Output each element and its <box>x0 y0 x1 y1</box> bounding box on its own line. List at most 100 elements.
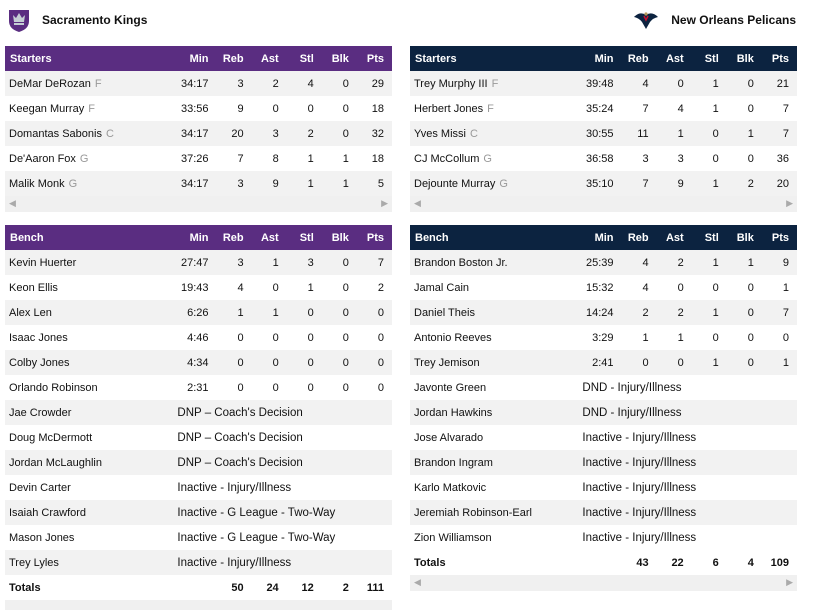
col-ast: Ast <box>251 225 287 250</box>
player-name-link[interactable]: Jeremiah Robinson-Earl <box>414 506 532 519</box>
player-name-link[interactable]: Brandon Boston Jr. <box>414 256 508 269</box>
player-name-link[interactable]: Antonio Reeves <box>414 331 492 344</box>
stat-stl: 0 <box>307 331 314 344</box>
player-status-note: Inactive - Injury/Illness <box>582 531 697 544</box>
player-position: G <box>483 152 492 165</box>
stat-pts: 1 <box>761 350 797 375</box>
player-name-cell: Orlando Robinson <box>5 375 173 400</box>
player-position: G <box>79 152 89 165</box>
stat-pts: 20 <box>761 171 797 196</box>
player-position: C <box>105 127 114 140</box>
player-name-link[interactable]: Mason Jones <box>9 531 75 544</box>
player-name-link[interactable]: Colby Jones <box>9 356 70 369</box>
player-status-note: DND - Injury/Illness <box>578 400 797 425</box>
player-name-link[interactable]: Jordan McLaughlin <box>9 456 102 469</box>
stat-stl: 1 <box>691 171 727 196</box>
scroll-left-icon[interactable]: ◀ <box>414 577 421 587</box>
scroll-right-icon[interactable]: ▶ <box>381 198 388 208</box>
player-name-link[interactable]: Isaac Jones <box>9 331 68 344</box>
player-name-link[interactable]: CJ McCollum <box>414 152 480 165</box>
stat-ast: 9 <box>656 171 692 196</box>
player-name-link[interactable]: Isaiah Crawford <box>9 506 87 519</box>
totals-blk: 4 <box>747 556 754 569</box>
stat-blk: 0 <box>321 300 357 325</box>
player-name-cell: Herbert Jones F <box>410 96 578 121</box>
stat-stl: 0 <box>286 350 322 375</box>
player-name-cell: Jordan Hawkins <box>410 400 579 425</box>
starters-heading: Starters <box>410 46 579 71</box>
kings-bench-panel: Bench Min Reb Ast Stl Blk Pts Kevin Huer… <box>5 225 392 610</box>
pelicans-starters-scrollbar[interactable]: ◀ ▶ <box>410 196 797 212</box>
stat-blk: 0 <box>726 71 762 96</box>
player-name-link[interactable]: Malik Monk <box>9 177 65 190</box>
player-name-link[interactable]: Trey Lyles <box>9 556 59 569</box>
player-name-link[interactable]: Brandon Ingram <box>414 456 493 469</box>
stat-reb: 0 <box>237 381 244 394</box>
player-name-link[interactable]: Alex Len <box>9 306 52 319</box>
player-name-link[interactable]: Keegan Murray <box>9 102 85 115</box>
player-name-link[interactable]: Javonte Green <box>414 381 487 394</box>
player-name-link[interactable]: Devin Carter <box>9 481 71 494</box>
kings-team-header: Sacramento Kings <box>6 6 147 34</box>
player-name-cell: De'Aaron Fox G <box>5 146 173 171</box>
stat-pts: 18 <box>371 152 384 165</box>
stat-blk: 1 <box>321 171 357 196</box>
player-name-link[interactable]: Herbert Jones <box>414 102 484 115</box>
player-name-cell: CJ McCollum G <box>410 146 578 171</box>
col-blk: Blk <box>726 46 762 71</box>
scroll-left-icon[interactable]: ◀ <box>414 198 421 208</box>
player-name-link[interactable]: Domantas Sabonis <box>9 127 102 140</box>
stat-blk: 0 <box>321 71 357 96</box>
player-row: Jeremiah Robinson-Earl Inactive - Injury/… <box>410 500 797 525</box>
player-name-link[interactable]: Karlo Matkovic <box>414 481 487 494</box>
player-row: Karlo Matkovic Inactive - Injury/Illness <box>410 475 797 500</box>
player-name-link[interactable]: Orlando Robinson <box>9 381 98 394</box>
player-name-link[interactable]: Jae Crowder <box>9 406 72 419</box>
player-row: Keegan Murray F 33:56 9 0 0 0 18 <box>5 96 392 121</box>
player-position: G <box>68 177 78 190</box>
scroll-right-icon[interactable]: ▶ <box>786 198 793 208</box>
player-name-link[interactable]: Jamal Cain <box>414 281 470 294</box>
player-name-link[interactable]: Yves Missi <box>414 127 466 140</box>
stat-min: 4:46 <box>187 331 209 344</box>
totals-reb: 50 <box>231 581 244 594</box>
scroll-right-icon[interactable]: ▶ <box>786 577 793 587</box>
player-name-link[interactable]: Jordan Hawkins <box>414 406 493 419</box>
stat-min: 33:56 <box>181 102 209 115</box>
stat-stl: 1 <box>307 281 314 294</box>
stat-reb: 1 <box>642 331 649 344</box>
player-name-link[interactable]: Daniel Theis <box>414 306 475 319</box>
kings-bench-scrollbar[interactable] <box>5 600 392 610</box>
stat-reb: 3 <box>216 171 252 196</box>
pelicans-bench-body: Brandon Boston Jr. 25:39 4 2 1 1 9 Jamal Cain 15… <box>410 250 797 575</box>
player-row: Alex Len 6:26 1 1 0 0 0 <box>5 300 392 325</box>
player-name-link[interactable]: Doug McDermott <box>9 431 93 444</box>
player-name-link[interactable]: Zion Williamson <box>414 531 492 544</box>
player-name-link[interactable]: De'Aaron Fox <box>9 152 76 165</box>
player-name-cell: Zion Williamson <box>410 525 578 550</box>
stat-stl: 1 <box>307 152 314 165</box>
scroll-left-icon[interactable]: ◀ <box>9 198 16 208</box>
player-name-link[interactable]: Jose Alvarado <box>414 431 484 444</box>
kings-starters-scrollbar[interactable]: ◀ ▶ <box>5 196 392 212</box>
player-row: Orlando Robinson 2:31 0 0 0 0 0 <box>5 375 392 400</box>
player-name-link[interactable]: Keon Ellis <box>9 281 58 294</box>
player-name-link[interactable]: Dejounte Murray <box>414 177 496 190</box>
stat-min: 6:26 <box>173 300 217 325</box>
player-status-note: Inactive - Injury/Illness <box>582 481 697 494</box>
pelicans-bench-scrollbar[interactable]: ◀ ▶ <box>410 575 797 591</box>
player-name-link[interactable]: DeMar DeRozan <box>9 77 91 90</box>
player-name-link[interactable]: Trey Murphy III <box>414 77 488 90</box>
player-name-link[interactable]: Kevin Huerter <box>9 256 77 269</box>
col-min: Min <box>173 225 217 250</box>
stat-min: 37:26 <box>181 152 209 165</box>
stat-reb: 3 <box>216 71 252 96</box>
player-name-link[interactable]: Trey Jemison <box>414 356 480 369</box>
bench-heading: Bench <box>5 225 174 250</box>
stat-min: 14:24 <box>578 300 622 325</box>
stat-blk: 0 <box>321 121 357 146</box>
player-status-note: Inactive - Injury/Illness <box>578 450 797 475</box>
kings-starters-body: DeMar DeRozan F 34:17 3 2 4 0 29 Keegan Murray F 3… <box>5 71 392 196</box>
player-name-cell: Yves Missi C <box>410 121 579 146</box>
col-ast: Ast <box>656 225 692 250</box>
